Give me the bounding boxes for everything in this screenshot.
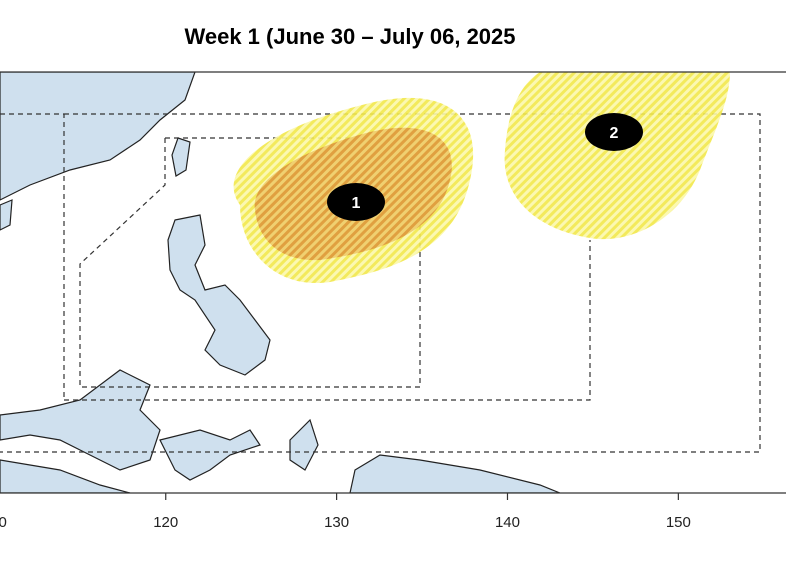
land [167, 214, 271, 376]
land [349, 454, 561, 493]
x-tick-label: 150 [666, 514, 691, 531]
x-tick-label: 140 [495, 514, 520, 531]
area-label: 2 [610, 125, 619, 142]
land [289, 418, 319, 471]
land [159, 429, 261, 481]
area-label: 1 [352, 195, 361, 212]
risk-area [504, 72, 730, 240]
land [0, 72, 196, 201]
land [0, 199, 13, 231]
land [171, 137, 191, 177]
x-tick-label: 110 [0, 514, 7, 531]
land [0, 369, 161, 471]
map-area: 1 2 [0, 72, 761, 493]
region-box [64, 240, 591, 401]
x-axis: 110 120 130 140 150 [0, 493, 691, 531]
area-marker [585, 113, 643, 151]
x-tick-label: 120 [153, 514, 178, 531]
map-title: Week 1 (June 30 – July 06, 2025 [184, 24, 515, 49]
area-marker [327, 183, 385, 221]
land [0, 459, 131, 493]
region-box [0, 113, 761, 453]
x-tick-label: 130 [324, 514, 349, 531]
